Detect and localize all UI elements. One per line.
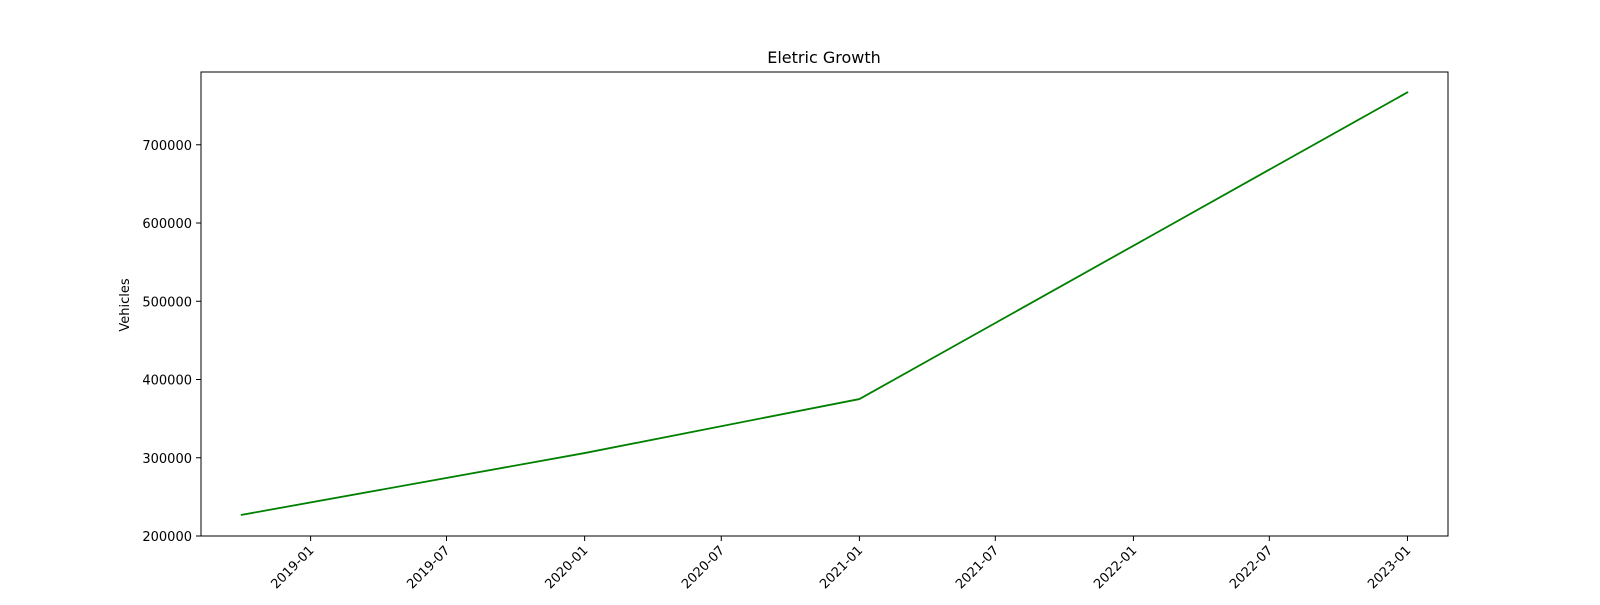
x-tick-label: 2021-07 bbox=[953, 543, 1002, 592]
plot-area-frame bbox=[201, 72, 1448, 536]
x-tick-label: 2019-01 bbox=[268, 543, 317, 592]
y-tick-label: 200000 bbox=[142, 530, 192, 545]
y-tick-label: 300000 bbox=[142, 452, 192, 467]
x-tick-label: 2023-01 bbox=[1365, 543, 1414, 592]
y-tick-label: 700000 bbox=[142, 139, 192, 154]
series-line bbox=[242, 92, 1408, 515]
x-tick-label: 2022-07 bbox=[1227, 543, 1276, 592]
x-tick-label: 2022-01 bbox=[1091, 543, 1140, 592]
y-axis-ticks: 200000 300000 400000 500000 600000 700000 bbox=[142, 139, 201, 545]
series-layer bbox=[242, 92, 1408, 515]
x-tick-label: 2020-07 bbox=[679, 543, 728, 592]
y-tick-label: 600000 bbox=[142, 217, 192, 232]
y-tick-label: 400000 bbox=[142, 374, 192, 389]
chart-title: Eletric Growth bbox=[767, 48, 881, 67]
y-tick-label: 500000 bbox=[142, 295, 192, 310]
x-tick-label: 2019-07 bbox=[404, 543, 453, 592]
x-tick-label: 2021-01 bbox=[817, 543, 866, 592]
x-axis-ticks: 2019-01 2019-07 2020-01 2020-07 2021-01 2021-… bbox=[268, 536, 1414, 592]
y-axis-label: Vehicles bbox=[118, 278, 133, 331]
x-tick-label: 2020-01 bbox=[542, 543, 591, 592]
